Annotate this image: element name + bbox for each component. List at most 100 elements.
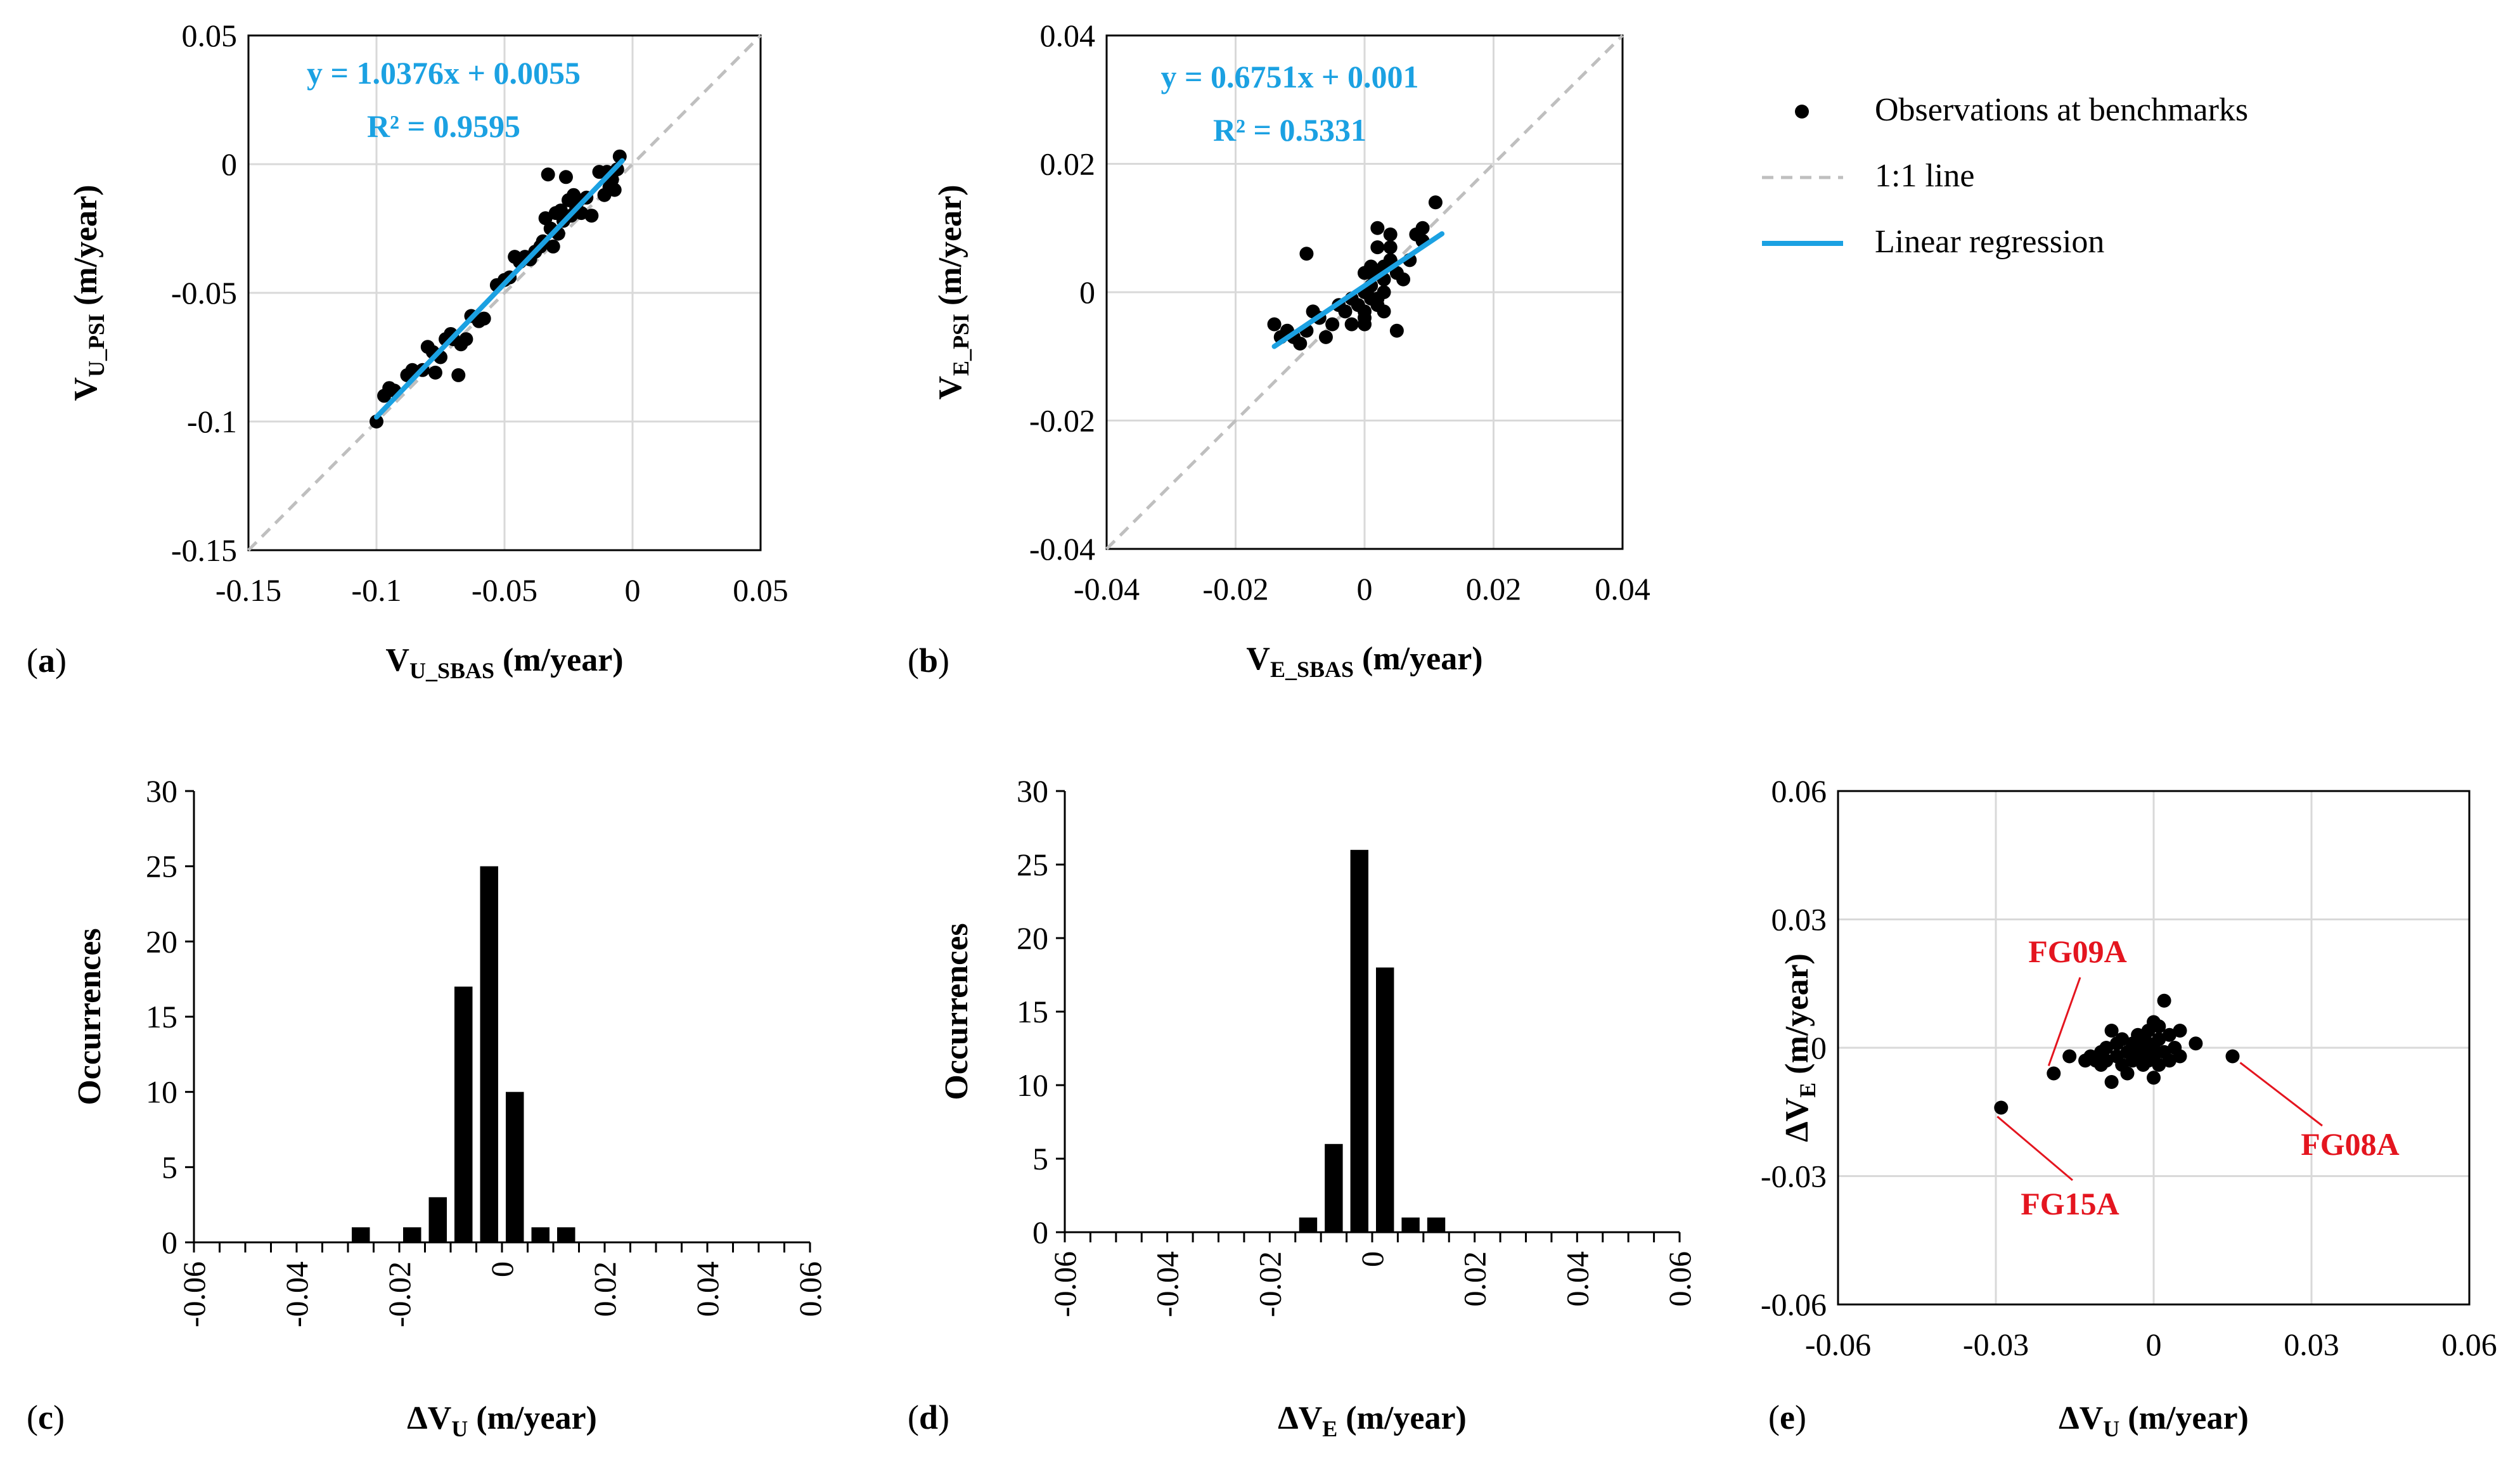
data-point (1267, 317, 1282, 332)
y-tick-label: 0.03 (1771, 902, 1827, 937)
histogram-bar (1376, 967, 1394, 1232)
panel-label-letter: e (1780, 1398, 1795, 1436)
chart-panel-e: -0.06 -0.03 0 0.03 0.06 -0.06 -0.03 0 0.03 0.06 ΔV… (1761, 773, 2497, 1441)
x-tick-label: -0.03 (1963, 1327, 2029, 1362)
x-tick-label: 0.06 (2441, 1327, 2497, 1362)
ylabel-title: Occurrences (72, 928, 108, 1105)
data-point (2152, 1058, 2166, 1072)
panel-label-close: ) (938, 1398, 949, 1436)
data-point (1370, 298, 1385, 312)
regression-equation: y = 0.6751x + 0.001 (1161, 59, 1419, 94)
histogram-bar (1299, 1217, 1318, 1232)
panel-label-letter: b (919, 641, 938, 679)
xlabel-subscript: U_SBAS (409, 658, 494, 683)
y-tick-label: 0.06 (1771, 773, 1827, 809)
panel-label: (c) (27, 1398, 65, 1436)
data-point (1396, 272, 1411, 287)
xlabel-title: ΔVU (m/year) (2059, 1400, 2249, 1441)
ylabel-unit: (m/year) (932, 184, 968, 314)
data-point (1293, 337, 1308, 351)
r-squared: R² = 0.5331 (1213, 112, 1366, 148)
ylabel-symbol: V (932, 376, 968, 400)
ylabel-unit: (m/year) (1779, 953, 1815, 1083)
xlabel-symbol: V (1246, 641, 1270, 677)
x-tick-label: 0.02 (587, 1261, 622, 1317)
histogram-bar (1325, 1143, 1343, 1232)
chart-panel-b: -0.04 -0.02 0 0.02 0.04 -0.04 -0.02 0 0.02 0.04 y … (908, 18, 1650, 682)
annotation-label: FG09A (2028, 934, 2127, 969)
data-point (2147, 1071, 2161, 1085)
panel-label-close: ) (53, 1398, 65, 1436)
histogram-bar (352, 1227, 370, 1242)
histogram-bar (480, 866, 498, 1242)
y-tick-label: 20 (146, 924, 177, 959)
data-point (2157, 993, 2171, 1008)
data-point (607, 183, 622, 197)
xlabel-unit: (m/year) (1337, 1400, 1467, 1436)
y-tick-label: 5 (1032, 1141, 1048, 1176)
data-point (2162, 1053, 2176, 1068)
xlabel-unit: (m/year) (1354, 641, 1483, 677)
data-point (1358, 304, 1372, 319)
x-tick-label: -0.02 (382, 1261, 417, 1327)
ylabel-title: VU_PSI (m/year) (68, 184, 109, 401)
x-tick-label: 0 (1354, 1251, 1390, 1267)
panel-label-open: ( (27, 641, 38, 679)
annotation-label: FG08A (2301, 1126, 2400, 1162)
x-tick-label: -0.04 (279, 1261, 314, 1327)
data-point (2173, 1049, 2187, 1064)
data-point (2062, 1049, 2077, 1064)
histogram-bar (1350, 849, 1368, 1232)
legend-label: 1:1 line (1875, 158, 1974, 194)
histogram-bar (506, 1091, 524, 1242)
y-tick-label: -0.15 (171, 532, 237, 568)
y-tick-label: -0.1 (187, 404, 237, 439)
annotation-leader (1996, 1116, 2073, 1181)
xlabel-subscript: E_SBAS (1270, 657, 1354, 682)
data-point (2104, 1075, 2119, 1089)
x-tick-label: 0 (2146, 1327, 2162, 1362)
data-point (1370, 221, 1385, 235)
x-tick-label: -0.04 (1074, 571, 1140, 607)
y-tick-label: 15 (146, 999, 177, 1034)
panel-label: (e) (1768, 1398, 1806, 1436)
data-point (2115, 1032, 2130, 1046)
x-tick-label: -0.05 (472, 572, 537, 608)
y-tick-label: 0 (1811, 1030, 1827, 1066)
data-point (1318, 330, 1333, 344)
x-tick-label: -0.1 (351, 572, 401, 608)
x-tick-label: 0 (1357, 571, 1373, 607)
x-tick-label: 0.06 (792, 1261, 828, 1317)
legend-label: Observations at benchmarks (1875, 92, 2248, 128)
ylabel-symbol: V (68, 377, 104, 401)
panel-label-open: ( (1768, 1398, 1780, 1436)
y-tick-label: 25 (1017, 847, 1048, 882)
panel-label-close: ) (55, 641, 67, 679)
xlabel-symbol: V (385, 642, 409, 678)
histogram-bar (557, 1227, 575, 1242)
x-tick-label: -0.04 (1150, 1251, 1185, 1317)
ylabel-title: ΔVE (m/year) (1779, 953, 1820, 1142)
plot-frame (247, 34, 762, 551)
chart-panel-d: 0 5 10 15 20 25 30 -0.06 -0.04 -0.02 0 0.02 0.04 0.06… (908, 773, 1697, 1441)
data-point (558, 170, 573, 184)
panel-label-open: ( (27, 1398, 38, 1436)
xlabel-symbol: ΔV (2059, 1400, 2103, 1436)
x-tick-label: -0.02 (1252, 1251, 1287, 1317)
panel-label-open: ( (908, 1398, 919, 1436)
y-tick-label: 10 (146, 1074, 177, 1110)
x-tick-label: -0.06 (176, 1261, 212, 1327)
ylabel-subscript: E (1795, 1083, 1820, 1098)
histogram-bar (403, 1227, 421, 1242)
panel-label-letter: d (919, 1398, 938, 1436)
x-tick-label: 0.04 (1559, 1251, 1595, 1307)
y-tick-label: 30 (146, 773, 177, 809)
histogram-bar (454, 986, 473, 1242)
histogram-bar (428, 1197, 447, 1242)
y-tick-label: 0 (162, 1225, 177, 1260)
data-point (2047, 1066, 2061, 1081)
data-point (546, 239, 560, 254)
y-tick-label: 30 (1017, 773, 1048, 809)
xlabel-unit: (m/year) (2119, 1400, 2249, 1436)
